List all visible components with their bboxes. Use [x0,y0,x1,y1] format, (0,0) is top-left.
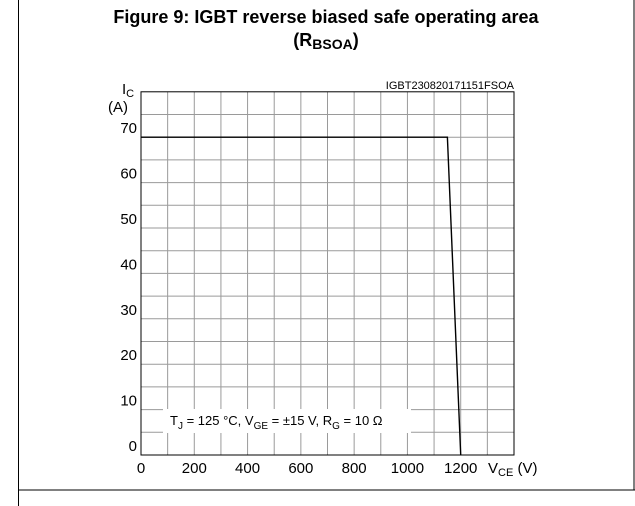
text-part: I [122,81,126,98]
x-axis-label: VCE (V) [488,460,537,479]
chart-code: IGBT230820171151FSOA [386,80,515,92]
plot-frame [140,91,515,456]
text-part: = 10 Ω [340,413,383,428]
text-part: = ±15 V, R [268,413,332,428]
text-part: (V) [513,460,537,477]
x-tick-label: 1200 [444,460,477,477]
subscript: GE [254,421,269,432]
subscript: J [178,421,183,432]
x-tick-label: 800 [342,460,367,477]
x-tick-label: 0 [137,460,145,477]
y-tick-label: 20 [120,347,137,364]
y-tick-label: 50 [120,211,137,228]
text-part: (A) [108,99,128,116]
subscript: C [126,88,134,100]
text-part: (R [293,30,312,50]
y-tick-label: 10 [120,393,137,410]
x-tick-label: 400 [235,460,260,477]
text-part: = 125 °C, V [183,413,254,428]
subscript: CE [498,467,513,479]
y-tick-label: 0 [129,438,137,455]
chart-title: Figure 9: IGBT reverse biased safe opera… [113,7,539,27]
x-tick-label: 1000 [391,460,424,477]
subscript: BSOA [312,36,352,52]
y-tick-label: 40 [120,256,137,273]
x-tick-label: 200 [182,460,207,477]
text-part: V [488,460,498,477]
x-tick-label: 600 [288,460,313,477]
y-tick-label: 70 [120,120,137,137]
y-tick-label: 30 [120,302,137,319]
annotation-box [163,409,411,433]
chart-title-line2: (RBSOA) [293,30,358,52]
y-tick-label: 60 [120,166,137,183]
text-part: T [170,413,178,428]
data-line [141,136,462,456]
y-axis-label: IC (A) [108,81,134,116]
annotation: TJ = 125 °C, VGE = ±15 V, RG = 10 Ω [170,413,383,431]
subscript: G [332,421,340,432]
text-part: ) [353,30,359,50]
